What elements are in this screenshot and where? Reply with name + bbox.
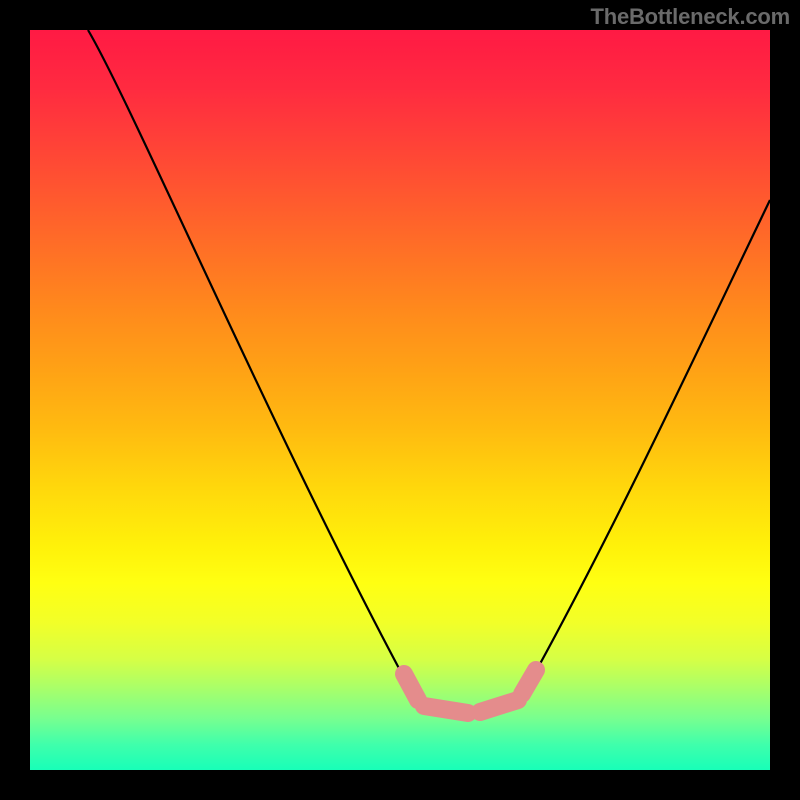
plot-gradient-background — [30, 30, 770, 770]
bottleneck-chart — [0, 0, 800, 800]
watermark-text: TheBottleneck.com — [590, 4, 790, 30]
